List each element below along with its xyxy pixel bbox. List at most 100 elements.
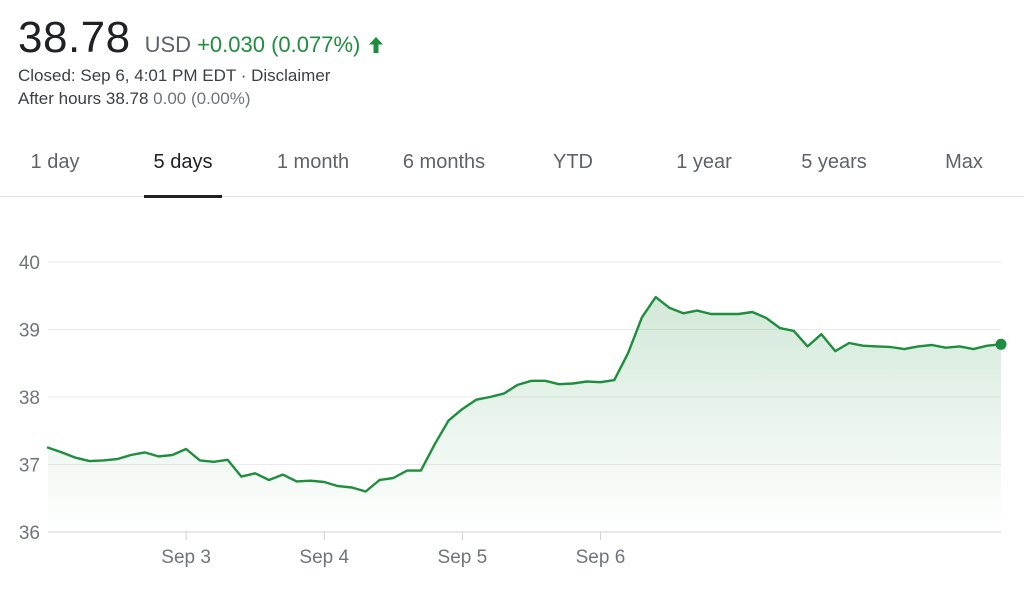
data-point	[516, 384, 518, 386]
data-point	[862, 345, 864, 347]
data-point	[378, 479, 380, 481]
data-point	[295, 480, 297, 482]
last-price-marker	[995, 338, 1007, 350]
active-tab-indicator	[144, 195, 222, 198]
data-point	[972, 348, 974, 350]
data-point	[931, 344, 933, 346]
data-point	[958, 345, 960, 347]
data-point	[144, 451, 146, 453]
after-hours-price: 38.78	[105, 89, 149, 108]
tab-1-month[interactable]: 1 month	[266, 128, 360, 196]
after-hours-label: After hours	[18, 89, 106, 108]
tab-label: 5 days	[153, 150, 213, 173]
data-point	[917, 345, 919, 347]
data-point	[102, 459, 104, 461]
data-point	[765, 317, 767, 319]
price-chart[interactable]: 40 39 38 37 36 Sep 3 Sep 4 Sep 5 Sep 6	[0, 220, 1024, 589]
data-point	[489, 396, 491, 398]
tab-ytd[interactable]: YTD	[544, 128, 602, 196]
data-point	[185, 448, 187, 450]
after-hours-line: After hours 38.78 0.00 (0.00%)	[18, 87, 1008, 110]
price-row: 38.78 USD +0.030 (0.077%)	[18, 12, 1008, 64]
data-point	[392, 477, 394, 479]
disclaimer-link[interactable]: Disclaimer	[251, 66, 331, 85]
data-point	[365, 490, 367, 492]
data-point	[586, 380, 588, 382]
data-point	[503, 392, 505, 394]
data-point	[544, 380, 546, 382]
data-point	[240, 475, 242, 477]
data-point	[130, 454, 132, 456]
data-point	[889, 346, 891, 348]
data-point	[903, 348, 905, 350]
data-point	[751, 311, 753, 313]
data-point	[945, 347, 947, 349]
closed-time: Sep 6, 4:01 PM EDT	[80, 66, 236, 85]
data-point	[779, 327, 781, 329]
x-tick-label: Sep 5	[438, 547, 488, 568]
quote-header: 38.78 USD +0.030 (0.077%) Closed: Sep 6,…	[18, 12, 1008, 110]
tab-label: 1 year	[676, 150, 732, 173]
data-point	[599, 381, 601, 383]
data-point	[88, 460, 90, 462]
data-point	[558, 383, 560, 385]
data-point	[710, 313, 712, 315]
data-point	[213, 461, 215, 463]
y-tick-label: 36	[19, 523, 40, 544]
data-point	[530, 380, 532, 382]
tab-5-days[interactable]: 5 days	[144, 128, 222, 198]
data-point	[116, 458, 118, 460]
data-point	[696, 309, 698, 311]
tab-max[interactable]: Max	[934, 128, 994, 196]
data-point	[724, 313, 726, 315]
data-point	[337, 485, 339, 487]
tab-label: 1 month	[276, 150, 350, 173]
price-change: +0.030 (0.077%)	[197, 32, 361, 57]
data-point	[793, 330, 795, 332]
y-tick-label: 39	[19, 321, 40, 342]
data-point	[61, 451, 63, 453]
data-point	[627, 352, 629, 354]
data-point	[737, 313, 739, 315]
currency-code: USD	[144, 32, 192, 57]
tab-6-months[interactable]: 6 months	[392, 128, 496, 196]
y-tick-label: 38	[19, 388, 40, 409]
data-point	[268, 479, 270, 481]
data-point	[848, 342, 850, 344]
data-point	[282, 473, 284, 475]
x-tick-label: Sep 4	[299, 547, 349, 568]
tab-1-year[interactable]: 1 year	[666, 128, 742, 196]
tab-label: 6 months	[402, 150, 486, 173]
tab-label: YTD	[553, 150, 593, 173]
data-point	[420, 469, 422, 471]
data-point	[834, 350, 836, 352]
range-tabs: 1 day 5 days 1 month 6 months YTD 1 year…	[0, 128, 1024, 198]
price-chart-svg: 40 39 38 37 36 Sep 3 Sep 4 Sep 5 Sep 6	[19, 253, 1007, 568]
x-tick-label: Sep 6	[576, 547, 626, 568]
data-point	[351, 486, 353, 488]
data-point	[226, 459, 228, 461]
data-point	[157, 455, 159, 457]
data-point	[613, 379, 615, 381]
series-area	[48, 297, 1001, 532]
data-point	[74, 457, 76, 459]
data-point	[434, 443, 436, 445]
data-point	[820, 333, 822, 335]
data-point	[47, 446, 49, 448]
market-status-line: Closed: Sep 6, 4:01 PM EDT · Disclaimer	[18, 64, 1008, 87]
data-point	[876, 345, 878, 347]
up-arrow-icon	[368, 36, 384, 54]
data-point	[668, 307, 670, 309]
y-tick-label: 37	[19, 456, 40, 477]
tab-label: 1 day	[30, 150, 80, 173]
data-point	[986, 345, 988, 347]
x-tick-label: Sep 3	[161, 547, 211, 568]
data-point	[806, 345, 808, 347]
data-point	[171, 454, 173, 456]
tab-5-years[interactable]: 5 years	[792, 128, 876, 196]
tab-1-day[interactable]: 1 day	[18, 128, 92, 196]
tab-label: Max	[945, 150, 983, 173]
data-point	[406, 469, 408, 471]
y-tick-label: 40	[19, 253, 40, 274]
data-point	[323, 481, 325, 483]
